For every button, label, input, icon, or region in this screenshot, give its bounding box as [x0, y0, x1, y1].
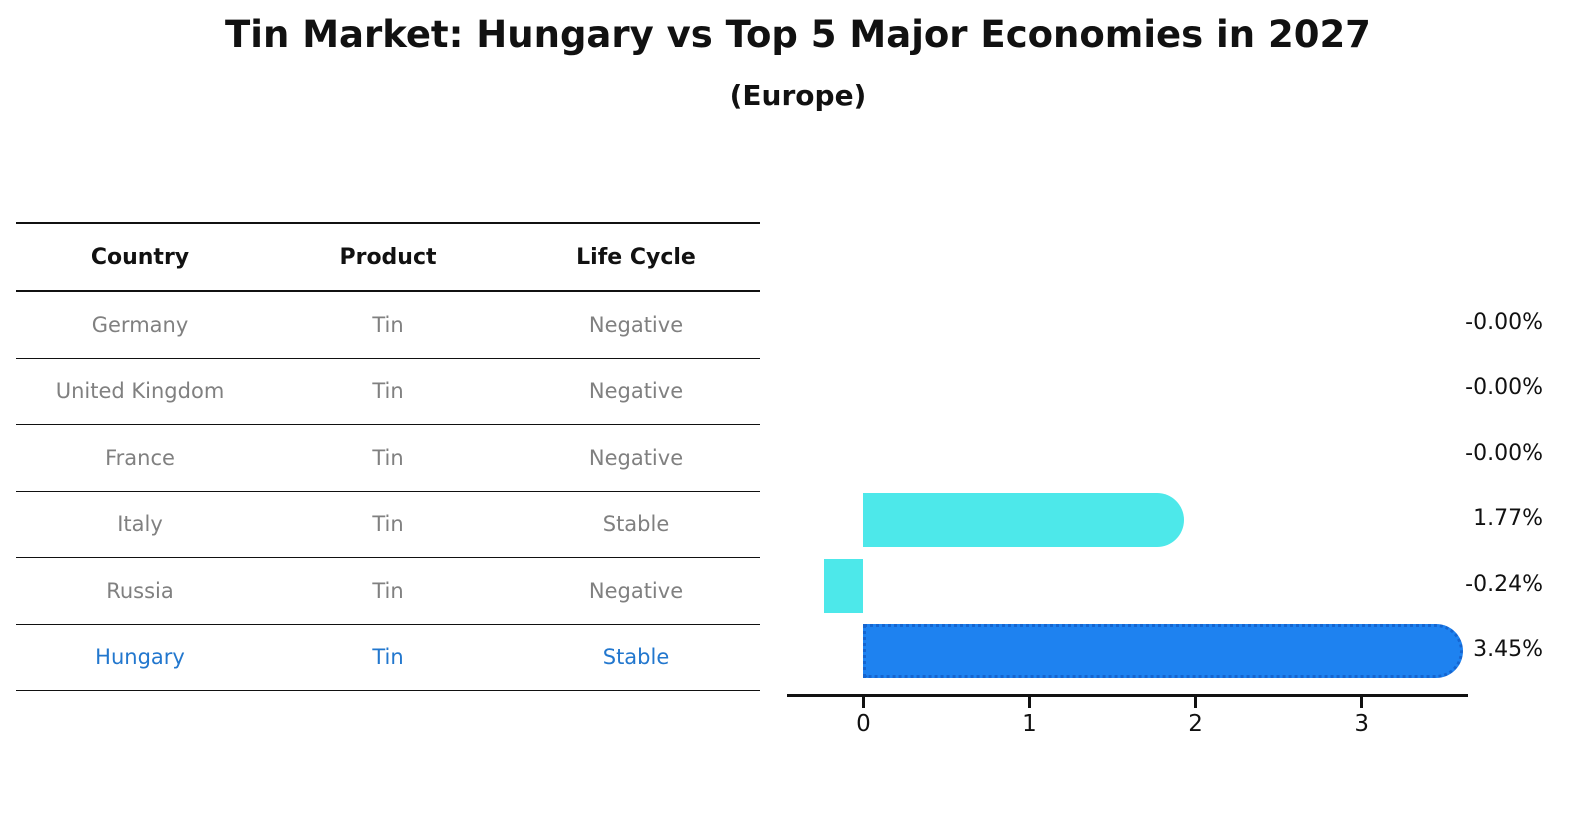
value-label-united-kingdom: -0.00%: [1465, 375, 1543, 401]
value-label-italy: 1.77%: [1473, 506, 1543, 532]
page-title: Tin Market: Hungary vs Top 5 Major Econo…: [225, 13, 1371, 56]
lifecycle-cell: Negative: [588, 379, 684, 404]
lifecycle-cell: Stable: [602, 645, 670, 670]
product-cell: Tin: [372, 379, 404, 404]
table-row: United Kingdom Tin Negative: [16, 359, 760, 425]
x-axis-tick-label: 0: [856, 711, 871, 737]
lifecycle-cell: Stable: [602, 512, 670, 537]
country-cell: Russia: [106, 578, 174, 603]
x-axis-tick: [1194, 696, 1197, 708]
x-axis-tick: [1028, 696, 1031, 708]
x-axis-tick-label: 2: [1188, 711, 1203, 737]
product-cell: Tin: [372, 312, 404, 337]
table-row: France Tin Negative: [16, 425, 760, 492]
product-cell: Tin: [372, 578, 404, 603]
header-product-cell: Product: [339, 244, 437, 270]
table-row: Hungary Tin Stable: [16, 625, 760, 691]
bar-hungary: [863, 624, 1464, 679]
header-lifecycle-cell: Life Cycle: [576, 244, 696, 270]
country-cell: Germany: [91, 312, 189, 337]
product-cell: Tin: [372, 512, 404, 537]
x-axis-tick: [1360, 696, 1363, 708]
value-label-russia: -0.24%: [1465, 571, 1543, 597]
bar-italy: [863, 493, 1185, 548]
page-subtitle: (Europe): [729, 79, 867, 112]
country-cell: Hungary: [95, 645, 185, 670]
country-cell: France: [105, 445, 175, 470]
data-table: Country Product Life Cycle Germany Tin Negati…: [16, 222, 760, 691]
value-label-germany: -0.00%: [1465, 309, 1543, 335]
x-axis-tick: [862, 696, 865, 708]
header-country-cell: Country: [90, 244, 190, 270]
x-axis-line: [787, 694, 1468, 697]
value-label-france: -0.00%: [1465, 440, 1543, 466]
bar-russia: [823, 558, 864, 613]
country-cell: Italy: [117, 512, 163, 537]
product-cell: Tin: [372, 445, 404, 470]
table-row: Italy Tin Stable: [16, 492, 760, 558]
lifecycle-cell: Negative: [588, 445, 684, 470]
table-header-row: Country Product Life Cycle: [16, 224, 760, 292]
country-cell: United Kingdom: [55, 379, 225, 404]
product-cell: Tin: [372, 645, 404, 670]
x-axis-tick-label: 3: [1354, 711, 1369, 737]
value-label-hungary: 3.45%: [1473, 637, 1543, 663]
table-row: Russia Tin Negative: [16, 558, 760, 625]
lifecycle-cell: Negative: [588, 578, 684, 603]
table-row: Germany Tin Negative: [16, 292, 760, 359]
lifecycle-cell: Negative: [588, 312, 684, 337]
x-axis-tick-label: 1: [1022, 711, 1037, 737]
